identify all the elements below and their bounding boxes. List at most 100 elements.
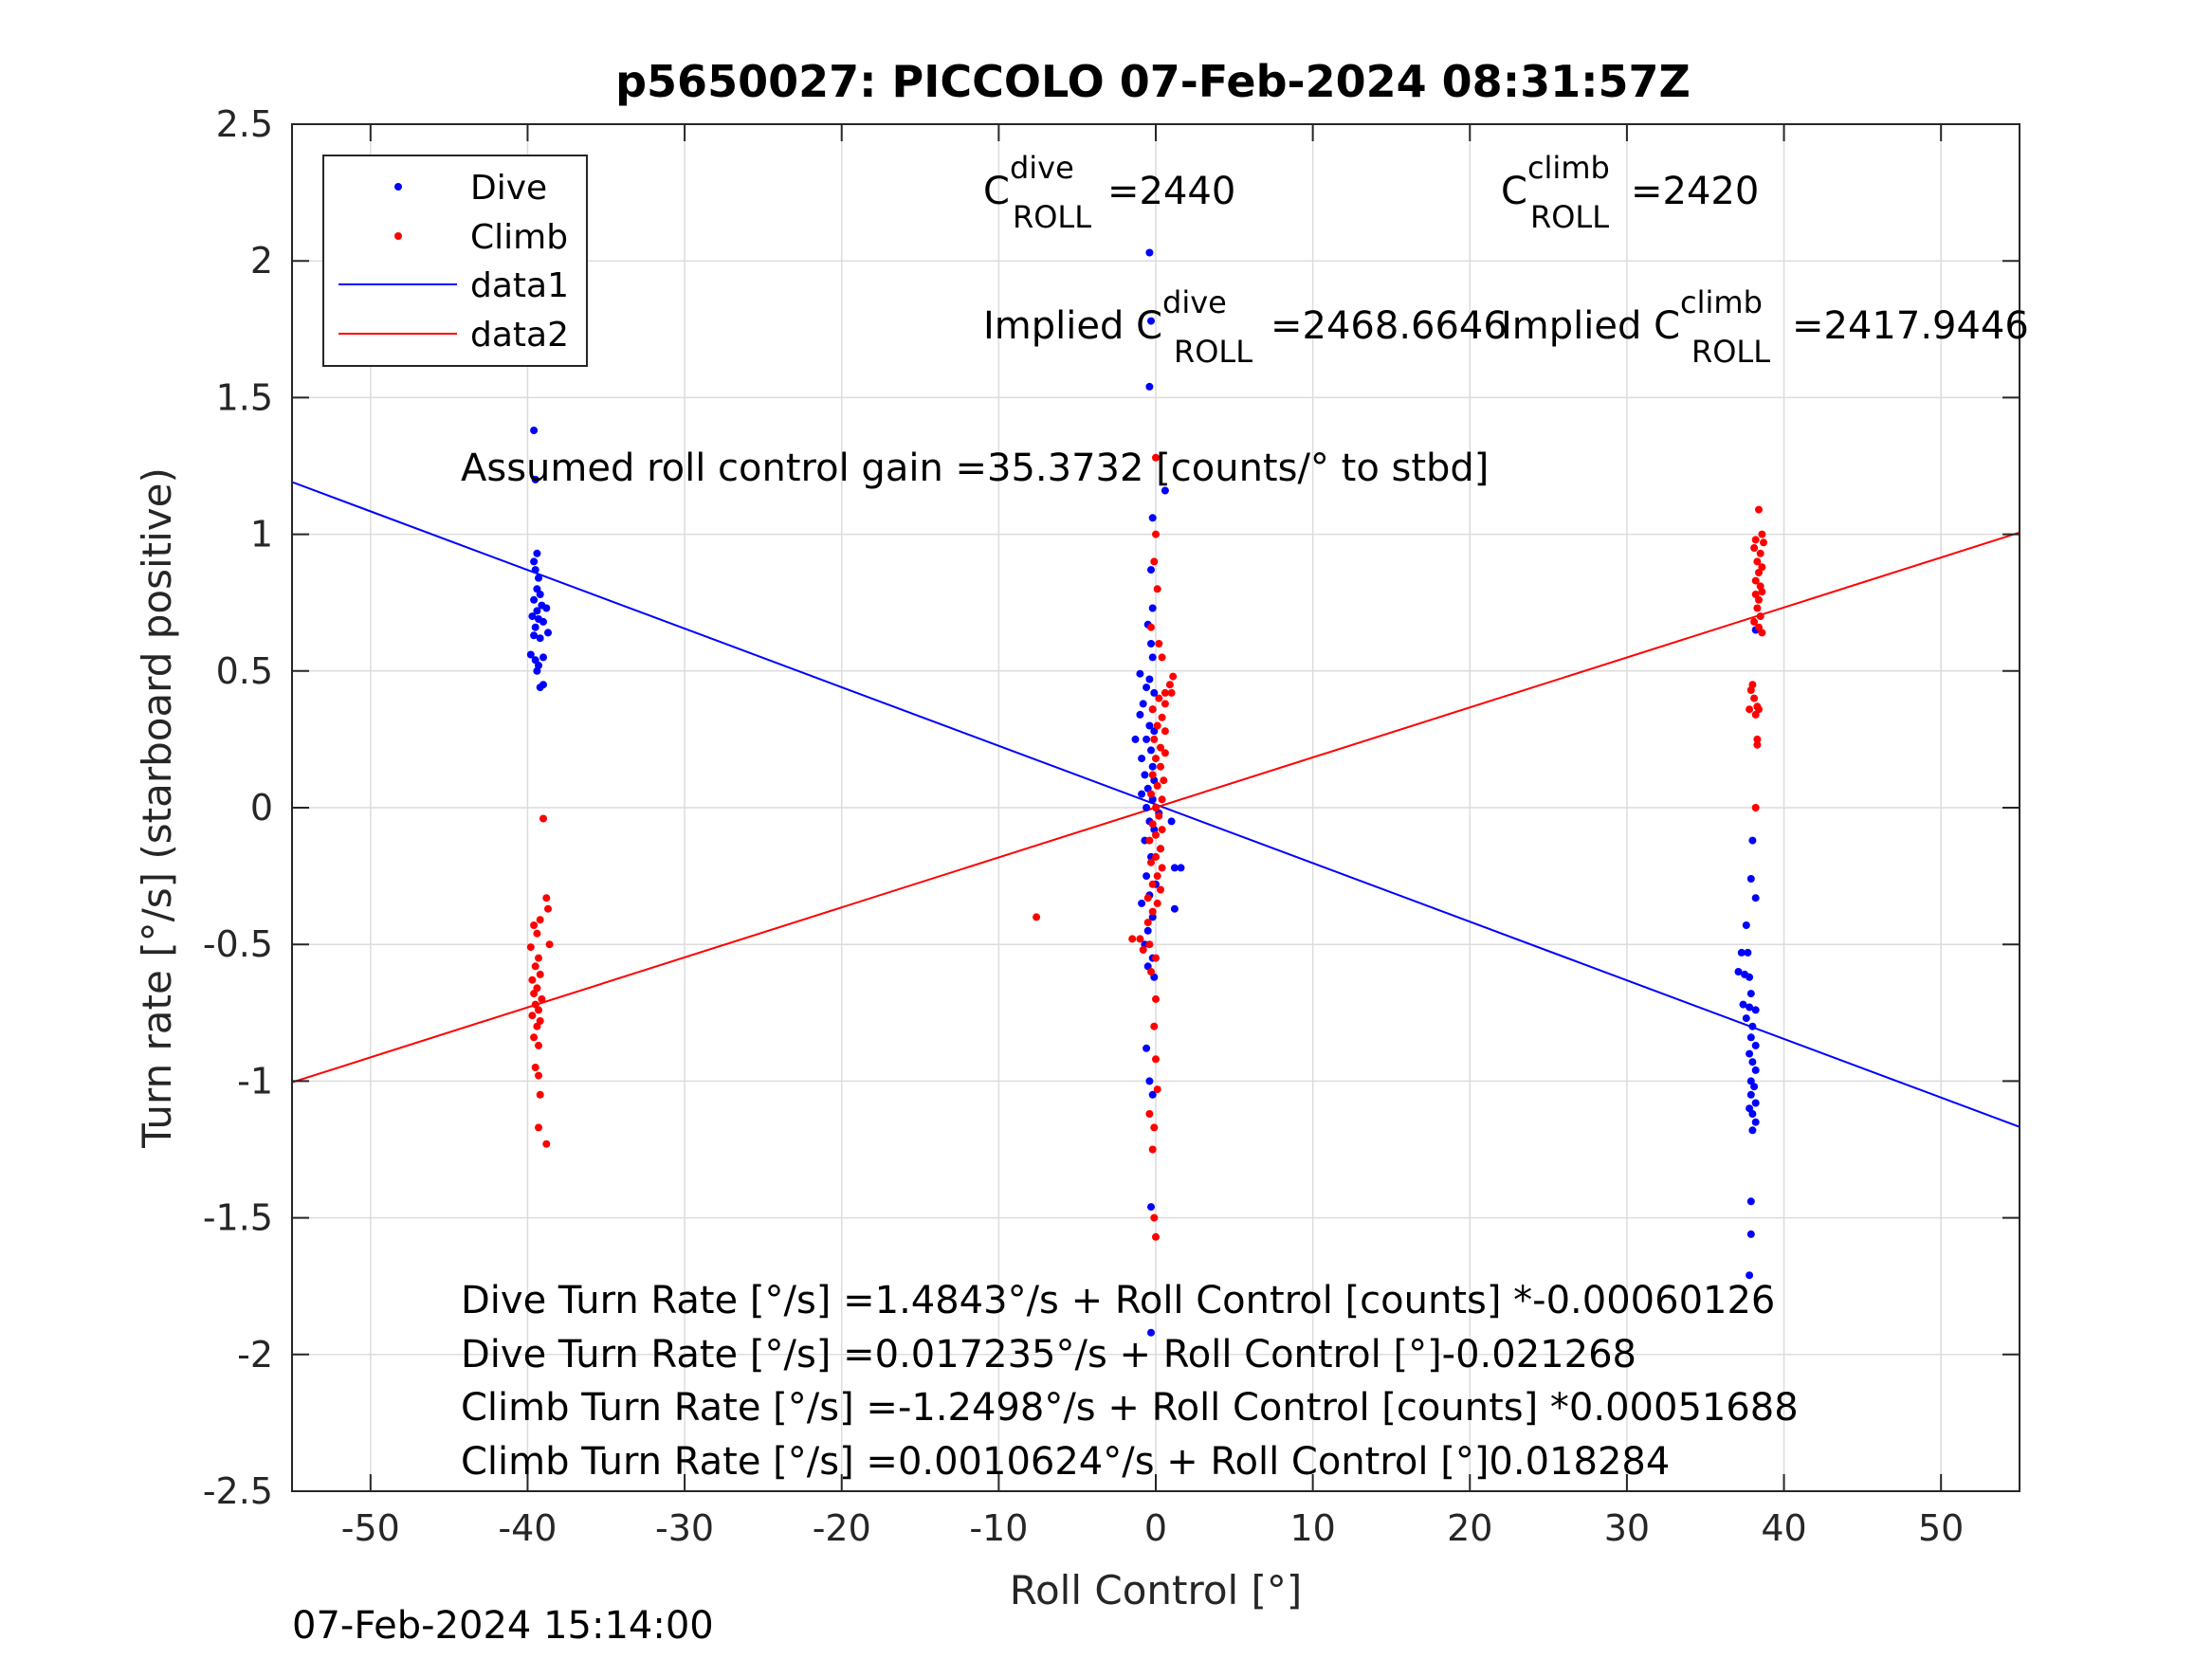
legend: Dive Climb data1 data2: [322, 155, 588, 367]
point-dive: [1148, 514, 1157, 522]
point-dive: [1746, 1197, 1755, 1206]
point-climb: [533, 1022, 541, 1030]
point-dive: [542, 604, 551, 612]
point-dive: [533, 666, 541, 675]
x-tick-label: 30: [1604, 1507, 1650, 1549]
legend-marker-climb: [394, 232, 402, 240]
point-dive: [1746, 1077, 1755, 1085]
point-dive: [1748, 1126, 1757, 1135]
annotation-c-dive: Cdive ROLL =2440: [983, 150, 1235, 235]
point-climb: [1153, 899, 1161, 907]
point-climb: [1152, 530, 1160, 538]
point-dive: [1148, 604, 1157, 612]
point-climb: [1169, 672, 1178, 681]
y-tick-label: 0.5: [216, 650, 273, 692]
point-climb: [1158, 864, 1166, 872]
point-dive: [1148, 762, 1157, 771]
x-tick-label: 40: [1761, 1507, 1806, 1549]
implied-dive-base: Implied C: [983, 304, 1162, 348]
legend-label-climb: Climb: [470, 218, 568, 257]
point-climb: [1152, 954, 1160, 962]
point-dive: [528, 612, 537, 621]
point-climb: [1150, 1022, 1159, 1030]
point-dive: [1161, 486, 1169, 495]
point-climb: [1155, 640, 1163, 647]
point-dive: [1143, 784, 1152, 793]
point-climb: [533, 929, 541, 938]
point-climb: [1158, 826, 1166, 834]
c-dive-value: =2440: [1107, 170, 1235, 213]
implied-climb-sub: ROLL: [1691, 334, 1770, 370]
point-climb: [1147, 858, 1155, 866]
point-climb: [1148, 880, 1157, 888]
point-dive: [1141, 771, 1149, 779]
point-climb: [1755, 569, 1763, 576]
point-dive: [1734, 968, 1743, 975]
y-tick-label: -2.5: [203, 1470, 273, 1512]
point-dive: [1138, 755, 1146, 763]
point-dive: [530, 427, 539, 434]
point-dive: [1136, 669, 1144, 678]
point-dive: [526, 650, 535, 659]
c-climb-base: C: [1501, 170, 1527, 213]
point-climb: [1750, 617, 1759, 626]
point-dive: [1746, 1003, 1754, 1012]
point-dive: [1131, 735, 1140, 743]
x-tick-label: 50: [1918, 1507, 1964, 1549]
point-climb: [1756, 612, 1764, 621]
point-climb: [535, 1071, 542, 1080]
point-climb: [1128, 935, 1137, 943]
point-climb: [1147, 790, 1155, 798]
point-climb: [1145, 836, 1154, 845]
point-climb: [535, 1123, 542, 1132]
point-dive: [1145, 721, 1154, 730]
point-climb: [1148, 1145, 1157, 1154]
y-tick-label: -1.5: [203, 1197, 273, 1239]
point-dive: [1147, 1328, 1155, 1337]
point-climb: [1145, 940, 1154, 949]
point-climb: [1756, 549, 1764, 557]
y-tick-label: 1.5: [216, 376, 273, 418]
implied-climb-value: =2417.9446: [1792, 304, 2029, 348]
x-tick-label: 20: [1447, 1507, 1492, 1549]
point-climb: [1153, 721, 1161, 730]
point-dive: [1751, 1099, 1760, 1107]
point-climb: [1150, 1123, 1159, 1132]
x-tick-label: 10: [1289, 1507, 1335, 1549]
point-climb: [1152, 830, 1160, 839]
point-climb: [1753, 735, 1762, 743]
point-dive: [1167, 817, 1176, 826]
point-climb: [1161, 688, 1169, 697]
point-climb: [1145, 1110, 1154, 1118]
point-climb: [1167, 688, 1176, 697]
point-climb: [1157, 845, 1164, 853]
implied-climb-base: Implied C: [1501, 304, 1680, 348]
point-climb: [1148, 771, 1157, 779]
point-dive: [536, 591, 544, 598]
legend-label-dive: Dive: [470, 169, 547, 208]
equation-climb-counts: Climb Turn Rate [°/s] =-1.2498°/s + Roll…: [461, 1386, 1799, 1430]
c-climb-value: =2420: [1631, 170, 1759, 213]
point-dive: [1136, 710, 1144, 719]
point-dive: [1748, 1058, 1757, 1066]
point-dive: [539, 617, 547, 626]
point-dive: [533, 549, 541, 557]
point-climb: [1157, 885, 1164, 894]
point-climb: [1161, 749, 1169, 757]
point-dive: [1751, 1006, 1760, 1014]
point-climb: [536, 916, 544, 924]
point-climb: [535, 1006, 542, 1014]
point-climb: [1751, 804, 1760, 811]
footer-timestamp: 07-Feb-2024 15:14:00: [292, 1604, 714, 1648]
point-dive: [1748, 836, 1757, 845]
point-climb: [1143, 894, 1152, 902]
point-dive: [1170, 904, 1179, 913]
point-dive: [536, 634, 544, 643]
point-climb: [539, 814, 547, 823]
point-dive: [1748, 1022, 1757, 1030]
point-climb: [1758, 588, 1766, 596]
tick-labels: -50 -40 -30 -20 -10 0 10 20 30 40 50-2.5-2-1.5-1-0…: [203, 103, 1965, 1549]
point-climb: [1165, 681, 1174, 689]
point-dive: [1138, 899, 1146, 907]
